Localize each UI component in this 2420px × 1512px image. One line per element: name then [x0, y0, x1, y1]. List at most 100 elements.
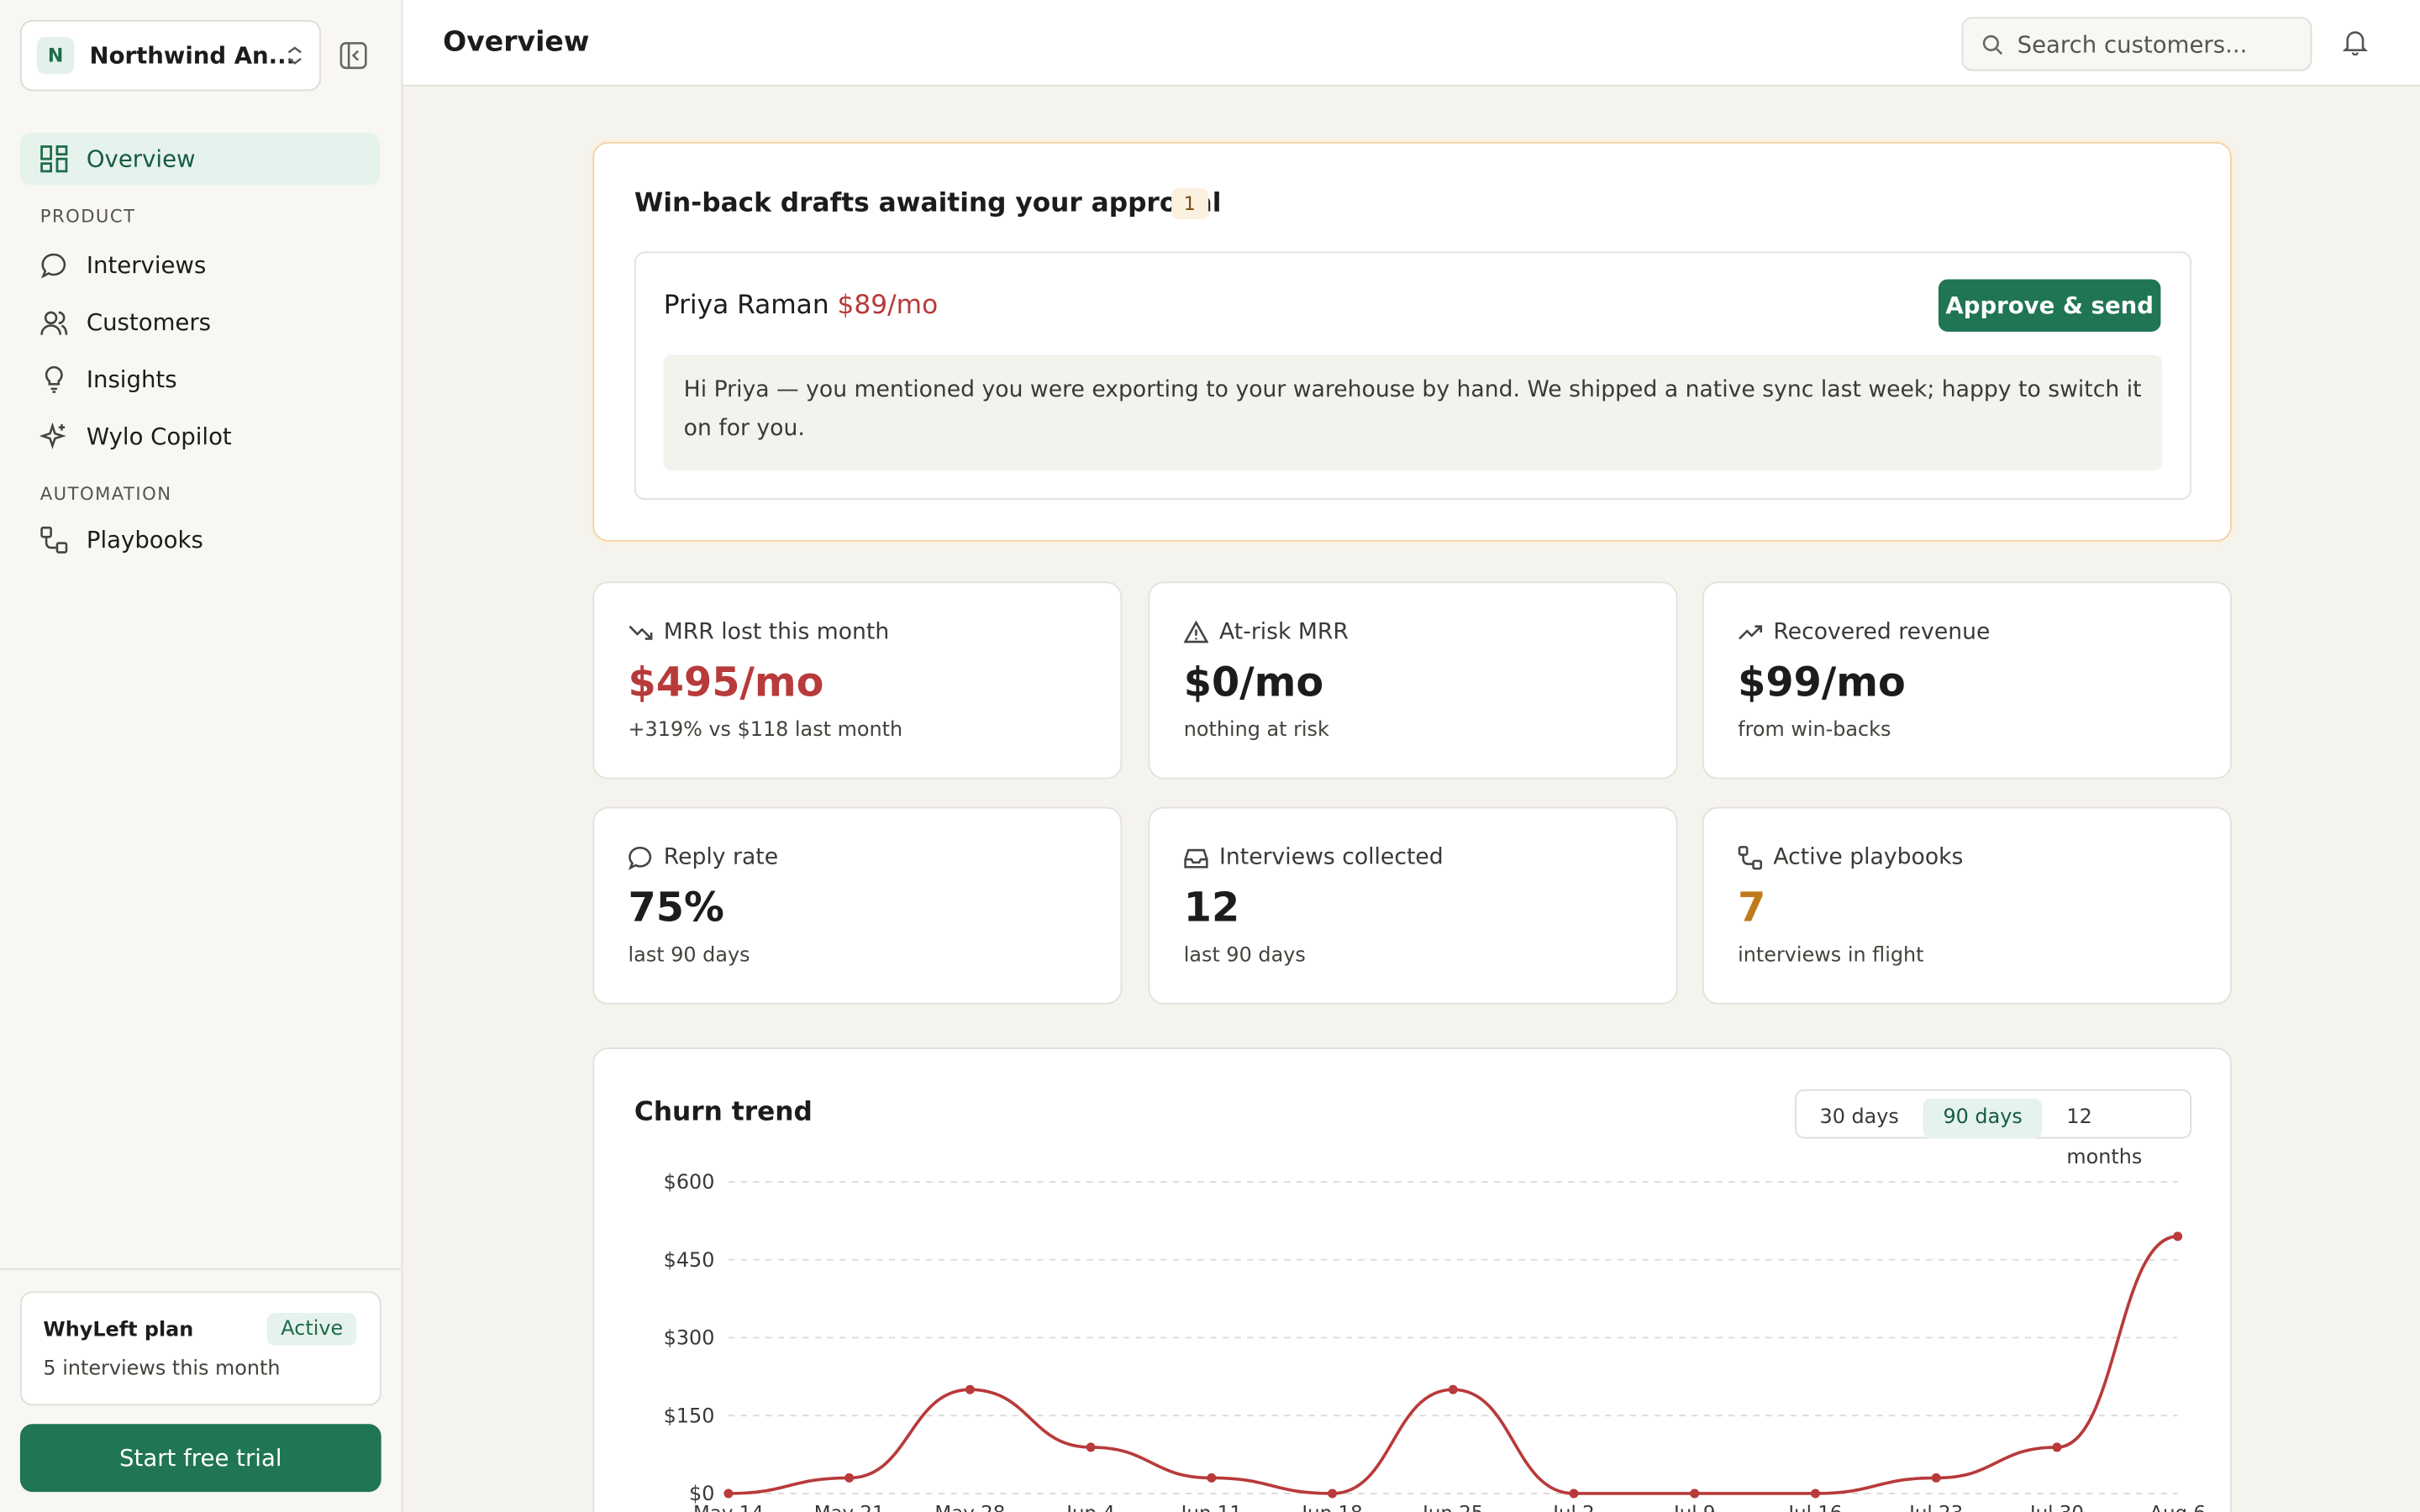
- x-tick-label: Jun 4: [1065, 1503, 1115, 1512]
- draft-header: Priya Raman $89/mo: [664, 290, 938, 321]
- divider: [0, 1268, 402, 1270]
- section-label: AUTOMATION: [39, 482, 172, 505]
- nav-item[interactable]: Insights: [20, 354, 380, 406]
- stat-label: Interviews collected: [1184, 846, 1444, 870]
- stat-card: At-risk MRR $0/mo nothing at risk: [1148, 581, 1678, 780]
- workspace-name: Northwind An...: [89, 41, 296, 70]
- stat-icon: [1184, 848, 1208, 869]
- stat-value: $0/mo: [1183, 660, 1324, 707]
- data-point: [965, 1384, 975, 1394]
- range-tab[interactable]: 30 days: [1819, 1105, 1899, 1130]
- stat-icon: [1183, 620, 1209, 643]
- x-tick-label: Jul 16: [1786, 1503, 1842, 1512]
- x-tick-label: May 28: [934, 1503, 1005, 1512]
- plan-status: Active: [266, 1313, 357, 1346]
- draft-message: Hi Priya — you mentioned you were export…: [663, 354, 2163, 471]
- nav-label: Customers: [86, 308, 212, 337]
- collapse-button[interactable]: [339, 42, 367, 70]
- stat-card: MRR lost this month $495/mo +319% vs $118 …: [592, 581, 1123, 780]
- stat-label-text: Recovered revenue: [1773, 620, 1991, 645]
- search-placeholder: Search customers...: [2017, 30, 2248, 59]
- nav-item[interactable]: Interviews: [20, 239, 380, 291]
- stat-label-text: Interviews collected: [1219, 845, 1444, 870]
- stat-label: At-risk MRR: [1183, 620, 1349, 645]
- stat-value: $99/mo: [1738, 660, 1906, 707]
- chart: $0 $150 $300 $450 $600 May 14 May 21 May 28 Jun …: [664, 1170, 2206, 1512]
- stat-sub: nothing at risk: [1183, 718, 1329, 743]
- nav-item[interactable]: Playbooks: [20, 514, 380, 566]
- plan-name: WhyLeft plan: [43, 1319, 194, 1342]
- data-point: [1690, 1488, 1700, 1499]
- topbar: Overview Search customers...: [402, 0, 2420, 87]
- data-point: [1448, 1384, 1458, 1394]
- data-point: [1207, 1473, 1217, 1483]
- chevron-icon: [287, 46, 302, 65]
- approve-button[interactable]: Approve & send: [1938, 279, 2161, 332]
- stat-label-text: Reply rate: [663, 845, 779, 870]
- stat-label: Active playbooks: [1738, 846, 1963, 870]
- page-title: Overview: [443, 26, 590, 59]
- approval-title: Win-back drafts awaiting your approval: [634, 188, 1222, 219]
- stat-label: MRR lost this month: [629, 620, 889, 645]
- stat-value: 12: [1183, 885, 1240, 932]
- customer-mrr: $89/mo: [837, 290, 939, 322]
- stat-value: 7: [1738, 885, 1766, 932]
- range-tab[interactable]: 12 months: [2066, 1105, 2143, 1170]
- stat-card: Reply rate 75% last 90 days: [592, 806, 1123, 1005]
- workspace-switcher[interactable]: N Northwind An...: [19, 19, 322, 92]
- nav-item[interactable]: Wylo Copilot: [20, 411, 380, 463]
- range-tab[interactable]: 90 days: [1923, 1098, 2043, 1139]
- icon: [39, 423, 66, 449]
- data-point: [723, 1488, 734, 1499]
- search-box[interactable]: Search customers...: [1961, 17, 2312, 71]
- y-tick-label: $0: [689, 1482, 714, 1505]
- start-trial-button[interactable]: Start free trial: [19, 1424, 381, 1493]
- icon: [40, 253, 66, 279]
- data-point: [2173, 1231, 2183, 1242]
- data-point: [2052, 1442, 2062, 1452]
- stat-sub: interviews in flight: [1738, 944, 1924, 968]
- data-point: [1931, 1473, 1941, 1483]
- stat-card: Recovered revenue $99/mo from win-backs: [1702, 581, 2232, 780]
- section-label: PRODUCT: [39, 205, 136, 228]
- data-point: [1086, 1442, 1096, 1452]
- y-tick-label: $450: [664, 1248, 715, 1272]
- chart-title: Churn trend: [634, 1096, 813, 1128]
- y-tick-label: $600: [664, 1170, 715, 1194]
- chart-card: Churn trend 30 days 90 days 12 months $0 $1…: [592, 1047, 2232, 1512]
- x-tick-label: Jun 18: [1300, 1503, 1362, 1512]
- x-tick-label: Aug 6: [2149, 1503, 2206, 1512]
- nav-item[interactable]: Customers: [20, 297, 380, 349]
- x-tick-label: Jul 23: [1907, 1503, 1963, 1512]
- approval-card: Win-back drafts awaiting your approval 1…: [592, 141, 2232, 542]
- plan-card: WhyLeft plan Active 5 interviews this mo…: [19, 1291, 381, 1406]
- icon: [45, 365, 63, 393]
- grid-icon: [40, 145, 68, 173]
- nav-label: Playbooks: [86, 526, 203, 554]
- data-point: [1328, 1488, 1338, 1499]
- sidebar: N Northwind An... Overview PRODUCT Inter…: [0, 0, 403, 1512]
- stat-icon: [628, 846, 652, 870]
- nav-label: Wylo Copilot: [86, 423, 232, 451]
- nav-label: Overview: [86, 144, 196, 173]
- x-tick-label: Jul 9: [1672, 1503, 1716, 1512]
- line-series: [728, 1235, 2178, 1495]
- x-tick-label: Jun 25: [1421, 1503, 1483, 1512]
- x-tick-label: Jun 11: [1180, 1503, 1242, 1512]
- stat-sub: from win-backs: [1738, 718, 1891, 743]
- notifications-button[interactable]: [2341, 28, 2369, 56]
- x-tick-label: May 14: [693, 1503, 764, 1512]
- nav-overview[interactable]: Overview: [19, 132, 380, 186]
- x-tick-label: Jul 2: [1551, 1503, 1595, 1512]
- stat-card: Active playbooks 7 interviews in flight: [1702, 806, 2232, 1005]
- customer-name: Priya Raman: [663, 290, 829, 322]
- nav-label: Interviews: [86, 251, 207, 280]
- stat-value: 75%: [628, 885, 724, 932]
- draft-card: Priya Raman $89/mo Approve & send Hi Pri…: [634, 251, 2192, 501]
- icon: [40, 526, 68, 554]
- data-point: [844, 1473, 855, 1483]
- icon: [40, 311, 68, 335]
- stat-sub: last 90 days: [628, 944, 750, 968]
